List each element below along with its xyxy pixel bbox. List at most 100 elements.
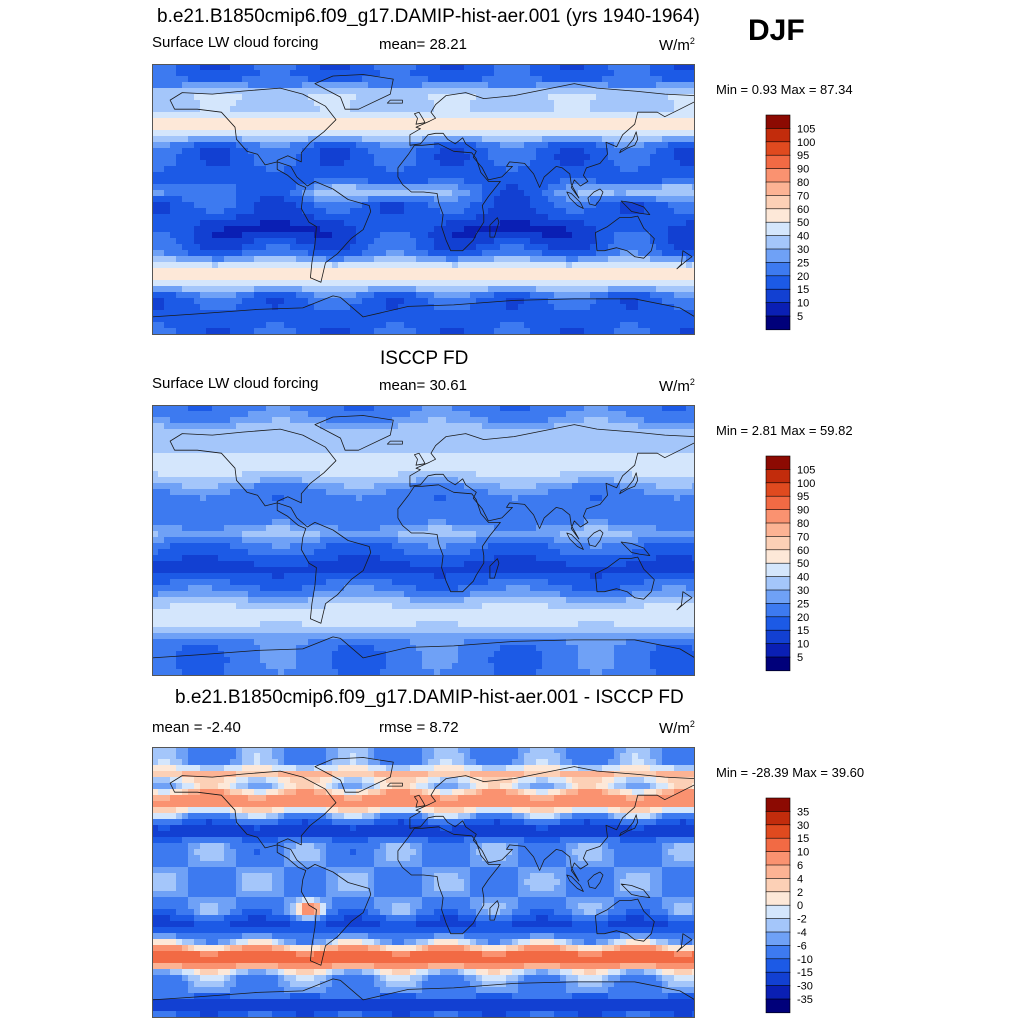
contour-field bbox=[152, 405, 695, 676]
contour-map bbox=[152, 747, 695, 1018]
rmse-label: rmse = 8.72 bbox=[379, 719, 459, 736]
coastline bbox=[169, 87, 372, 283]
colorbar-tick-label: 60 bbox=[797, 545, 809, 557]
colorbar-tick-label: 30 bbox=[797, 820, 809, 832]
coastline bbox=[386, 782, 403, 787]
coastline bbox=[397, 484, 501, 593]
units-label: W/m2 bbox=[659, 719, 695, 737]
coastline bbox=[152, 295, 695, 335]
colorbar-swatch bbox=[765, 931, 791, 947]
coastline bbox=[397, 143, 501, 252]
colorbar-tick-label: 40 bbox=[797, 231, 809, 243]
coastline bbox=[386, 440, 403, 445]
colorbar-swatch bbox=[765, 958, 791, 973]
colorbar-swatch bbox=[765, 904, 791, 920]
colorbar-tick-label: -35 bbox=[797, 994, 813, 1006]
contour-map bbox=[152, 405, 695, 676]
coastline bbox=[489, 217, 500, 238]
coastline bbox=[676, 591, 693, 611]
colorbar-swatch bbox=[765, 482, 791, 497]
colorbar-tick-label: -10 bbox=[797, 954, 813, 966]
colorbar-tick-label: -2 bbox=[797, 914, 807, 926]
colorbar-tick-label: 100 bbox=[797, 137, 815, 149]
colorbar-tick-label: -6 bbox=[797, 940, 807, 952]
colorbar-swatch bbox=[765, 811, 791, 826]
colorbar-tick-label: 100 bbox=[797, 478, 815, 490]
colorbar-swatch bbox=[765, 824, 791, 839]
coastline bbox=[169, 770, 372, 966]
colorbar-swatch bbox=[765, 469, 791, 484]
colorbar-swatch bbox=[765, 315, 791, 331]
coastline bbox=[386, 99, 403, 104]
colorbar-swatch bbox=[765, 589, 791, 605]
coastline bbox=[620, 200, 651, 216]
variable-label: Surface LW cloud forcing bbox=[152, 375, 319, 392]
colorbar-swatch bbox=[765, 275, 791, 290]
colorbar-swatch bbox=[765, 262, 791, 277]
panel-title: ISCCP FD bbox=[380, 348, 469, 369]
units-label: W/m2 bbox=[659, 36, 695, 54]
colorbar-tick-label: 30 bbox=[797, 585, 809, 597]
coastline bbox=[489, 558, 500, 579]
colorbar-tick-label: 70 bbox=[797, 190, 809, 202]
coastline bbox=[152, 978, 695, 1018]
colorbar-tick-label: 80 bbox=[797, 177, 809, 189]
coastline bbox=[409, 766, 695, 882]
coastline bbox=[594, 898, 655, 942]
colorbar-swatch bbox=[765, 114, 791, 130]
colorbar-tick-label: 2 bbox=[797, 887, 803, 899]
colorbar-tick-label: 15 bbox=[797, 833, 809, 845]
colorbar-swatch bbox=[765, 168, 791, 183]
colorbar-swatch bbox=[765, 837, 791, 853]
contour-map bbox=[152, 64, 695, 335]
colorbar-swatch bbox=[765, 536, 791, 551]
colorbar-swatch bbox=[765, 864, 791, 880]
coastline bbox=[566, 532, 584, 550]
colorbar-tick-label: 5 bbox=[797, 311, 803, 323]
colorbar-swatch bbox=[765, 455, 791, 471]
colorbar-swatch bbox=[765, 248, 791, 264]
colorbar-swatch bbox=[765, 878, 791, 893]
colorbar-swatch bbox=[765, 945, 791, 960]
colorbar-tick-label: 90 bbox=[797, 505, 809, 517]
colorbar-tick-label: 40 bbox=[797, 572, 809, 584]
colorbar-tick-label: 20 bbox=[797, 271, 809, 283]
colorbar-tick-label: 25 bbox=[797, 598, 809, 610]
colorbar-swatch bbox=[765, 288, 791, 304]
colorbar-tick-label: 10 bbox=[797, 847, 809, 859]
colorbar-swatch bbox=[765, 181, 791, 197]
colorbar-swatch bbox=[765, 141, 791, 156]
map-frame bbox=[152, 64, 695, 335]
min-max-label: Min = -28.39 Max = 39.60 bbox=[716, 765, 865, 780]
colorbar-tick-label: 70 bbox=[797, 531, 809, 543]
colorbar-swatch bbox=[765, 851, 791, 866]
colorbar-swatch bbox=[765, 971, 791, 987]
colorbar-swatch bbox=[765, 509, 791, 524]
coastline bbox=[676, 250, 693, 270]
colorbar-swatch bbox=[765, 195, 791, 210]
coastline bbox=[619, 131, 639, 154]
coastline bbox=[413, 794, 426, 808]
coastline bbox=[314, 415, 394, 451]
colorbar-tick-label: 0 bbox=[797, 900, 803, 912]
coastline bbox=[676, 933, 693, 953]
colorbar-tick-label: 80 bbox=[797, 518, 809, 530]
colorbar-swatch bbox=[765, 549, 791, 564]
map-frame bbox=[152, 747, 695, 1018]
coastline bbox=[619, 814, 639, 837]
colorbar-swatch bbox=[765, 154, 791, 170]
coastline bbox=[566, 874, 584, 892]
coastline bbox=[409, 83, 695, 199]
units-label: W/m2 bbox=[659, 377, 695, 395]
coastline bbox=[397, 826, 501, 935]
colorbar-tick-label: 105 bbox=[797, 123, 815, 135]
coastline bbox=[587, 188, 604, 206]
colorbar-swatch bbox=[765, 302, 791, 317]
colorbar-swatch bbox=[765, 891, 791, 906]
colorbar-tick-label: -30 bbox=[797, 981, 813, 993]
coastline bbox=[152, 636, 695, 676]
coastline bbox=[413, 452, 426, 466]
colorbar-tick-label: 50 bbox=[797, 558, 809, 570]
colorbar-swatch bbox=[765, 656, 791, 672]
coastlines bbox=[152, 757, 695, 1018]
